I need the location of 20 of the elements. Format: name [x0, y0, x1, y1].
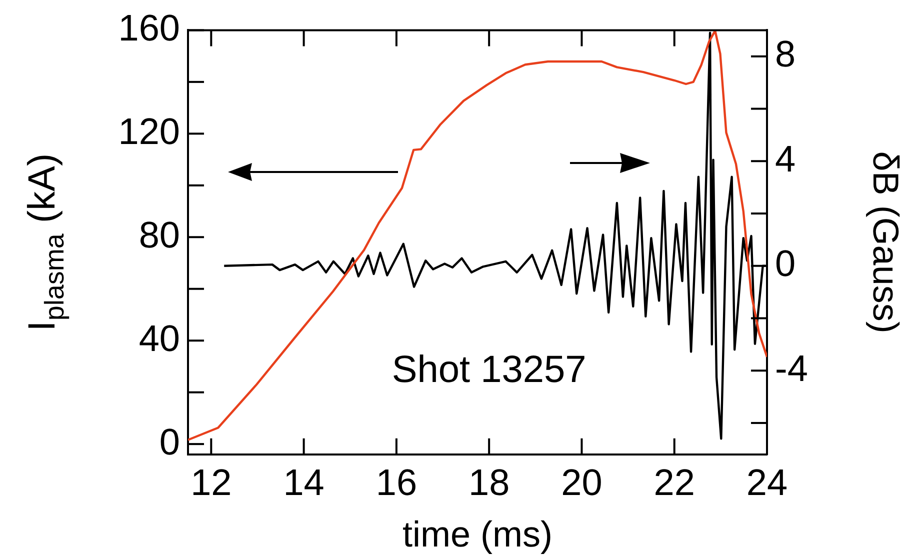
y-tick-label: 120 — [118, 110, 180, 152]
annotation: Shot 13257 — [392, 349, 586, 392]
y2-tick-label: 8 — [775, 34, 796, 75]
y2-tick-label: 4 — [775, 138, 796, 180]
y2-tick-label: 0 — [775, 243, 796, 284]
y-tick-label: 40 — [138, 318, 180, 359]
y2-tick-label: -4 — [775, 348, 808, 389]
x-tick-label: 14 — [283, 462, 324, 503]
x-axis-title: time (ms) — [402, 513, 552, 554]
x-tick-label: 12 — [190, 462, 232, 503]
y-tick-label: 160 — [118, 7, 180, 48]
x-tick-label: 20 — [561, 462, 602, 503]
x-tick-label: 22 — [654, 462, 695, 503]
y-axis-title: Iplasma (kA) — [21, 153, 70, 332]
y2-axis-title: δB (Gauss) — [865, 151, 906, 334]
x-tick-label: 24 — [746, 462, 788, 503]
y-tick-label: 0 — [159, 421, 180, 462]
y-tick-label: 80 — [138, 214, 180, 256]
x-tick-label: 18 — [468, 462, 510, 503]
x-tick-label: 16 — [376, 462, 418, 503]
